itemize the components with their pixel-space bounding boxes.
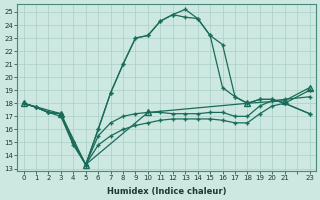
X-axis label: Humidex (Indice chaleur): Humidex (Indice chaleur) (107, 187, 226, 196)
